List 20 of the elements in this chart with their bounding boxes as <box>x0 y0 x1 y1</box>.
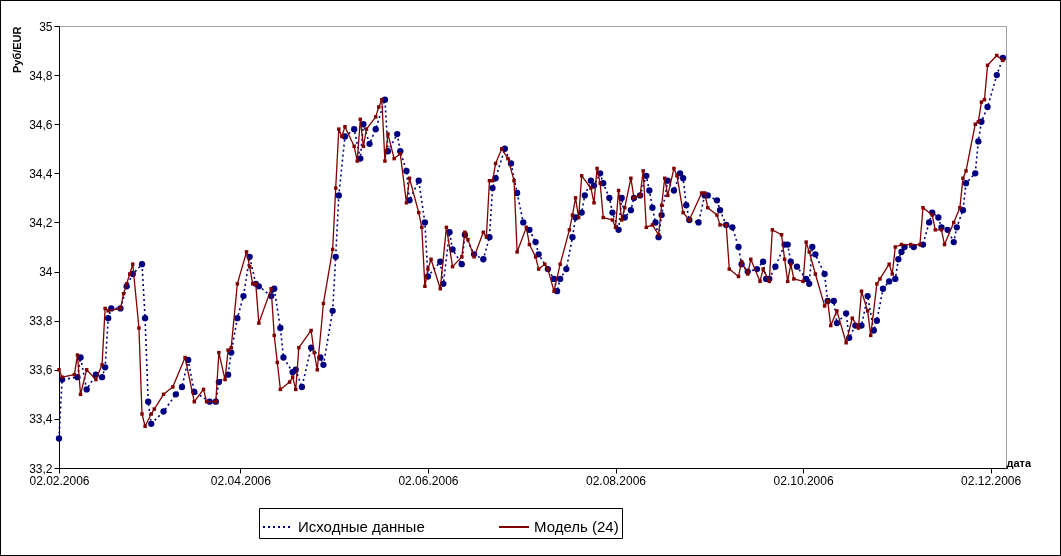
y-tick-label: 34,6 <box>29 117 53 132</box>
legend-label: Модель (24) <box>534 518 619 535</box>
y-tick-label: 34,8 <box>29 68 53 83</box>
x-tick-label: 02.08.2006 <box>585 473 647 488</box>
y-axis-title: Руб/EUR <box>11 26 24 74</box>
y-tick-label: 33,6 <box>29 363 53 378</box>
y-tick-label: 34 <box>39 265 53 280</box>
x-tick-label: 02.10.2006 <box>773 473 834 488</box>
y-tick-label: 35 <box>39 19 53 34</box>
y-tick-label: 34,2 <box>29 215 53 230</box>
x-tick-label: 02.12.2006 <box>961 473 1022 488</box>
y-tick-label: 33,4 <box>29 412 53 427</box>
legend-label: Исходные данные <box>298 518 425 535</box>
x-tick-label: 02.04.2006 <box>210 473 272 488</box>
x-axis-title: дата <box>1006 456 1032 469</box>
y-tick-label: 33,8 <box>29 314 53 329</box>
x-tick-label: 02.02.2006 <box>29 473 90 488</box>
y-tick-label: 34,4 <box>29 166 53 181</box>
y-tick-label: 33,2 <box>29 461 53 476</box>
x-tick-label: 02.06.2006 <box>398 473 459 488</box>
